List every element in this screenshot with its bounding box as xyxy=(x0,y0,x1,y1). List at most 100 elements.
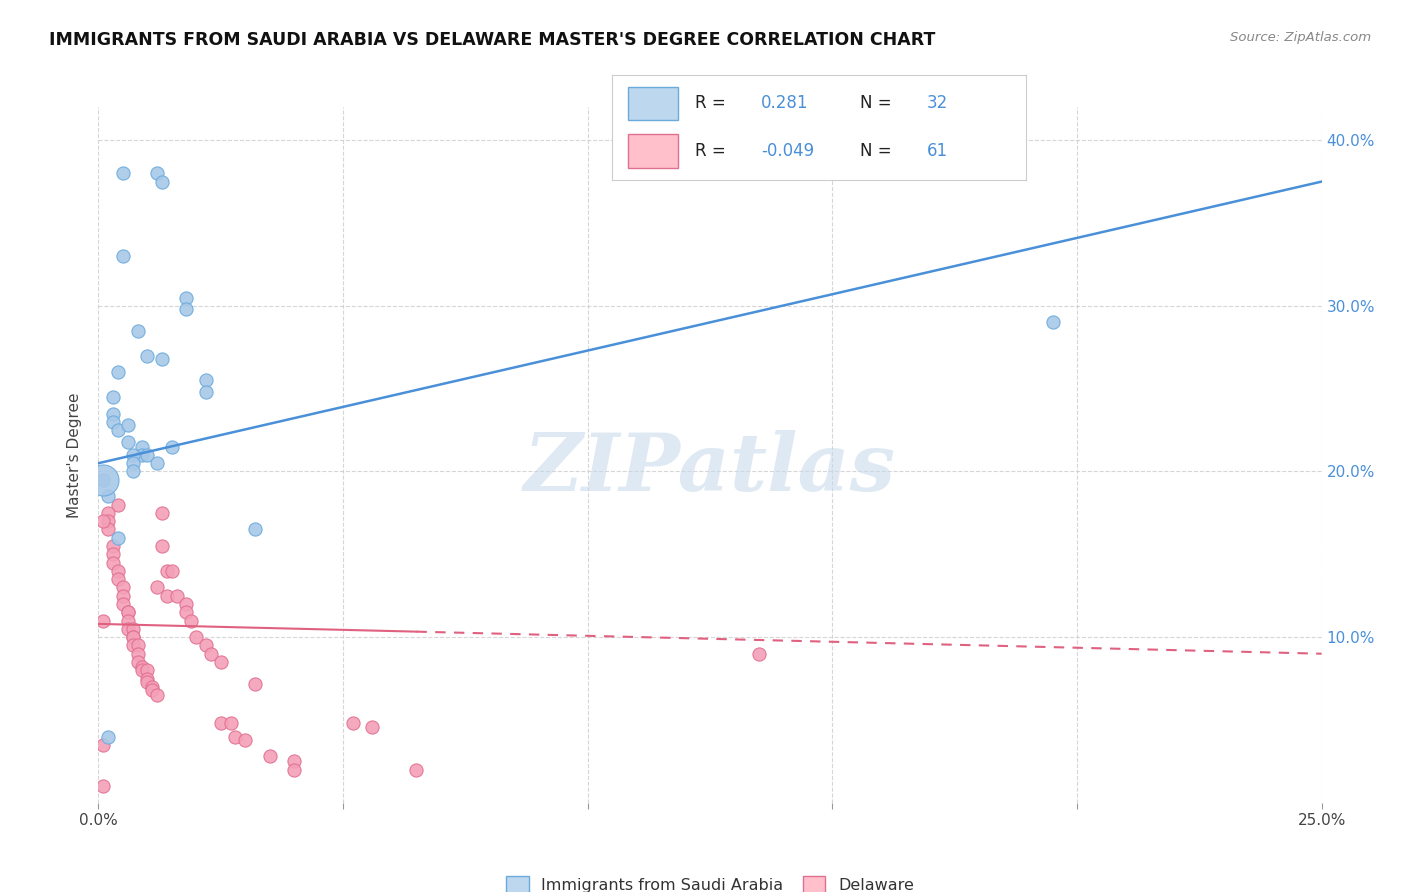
Point xyxy=(111,597,134,611)
Point xyxy=(111,249,134,263)
Point xyxy=(209,716,232,731)
Point xyxy=(131,660,153,674)
Point xyxy=(101,390,124,404)
Point xyxy=(146,166,169,180)
Point xyxy=(748,647,770,661)
Point xyxy=(195,639,218,653)
Text: Source: ZipAtlas.com: Source: ZipAtlas.com xyxy=(1230,31,1371,45)
Bar xyxy=(628,87,678,120)
Point xyxy=(121,622,143,636)
Point xyxy=(136,349,159,363)
Text: R =: R = xyxy=(695,95,731,112)
Point xyxy=(243,676,266,690)
Point xyxy=(101,415,124,429)
Point xyxy=(131,448,153,462)
Point xyxy=(127,324,149,338)
Bar xyxy=(628,134,678,168)
Point xyxy=(186,630,208,644)
Point xyxy=(160,564,183,578)
Point xyxy=(91,473,114,487)
Point xyxy=(111,581,134,595)
Point xyxy=(176,605,198,619)
Point xyxy=(97,506,120,520)
Point xyxy=(97,514,120,528)
Point xyxy=(107,572,129,586)
Point xyxy=(156,589,179,603)
Point xyxy=(121,630,143,644)
Point xyxy=(361,720,384,734)
Point xyxy=(219,716,242,731)
Point xyxy=(150,539,173,553)
Point xyxy=(117,434,139,449)
Point xyxy=(233,732,256,747)
Point xyxy=(136,674,159,689)
Point xyxy=(209,655,232,669)
Point xyxy=(97,489,120,503)
Point xyxy=(146,581,169,595)
Point xyxy=(91,514,114,528)
Point xyxy=(195,373,218,387)
Point xyxy=(111,166,134,180)
Y-axis label: Master's Degree: Master's Degree xyxy=(67,392,83,517)
Point xyxy=(117,622,139,636)
Point xyxy=(101,407,124,421)
Point xyxy=(91,738,114,752)
Point xyxy=(150,351,173,366)
Point xyxy=(121,465,143,479)
Text: 0.281: 0.281 xyxy=(761,95,808,112)
Point xyxy=(121,456,143,470)
Point xyxy=(107,365,129,379)
Point xyxy=(146,456,169,470)
Point xyxy=(97,730,120,744)
Point xyxy=(150,175,173,189)
Text: ZIPatlas: ZIPatlas xyxy=(524,430,896,508)
Point xyxy=(101,539,124,553)
Point xyxy=(107,564,129,578)
Point xyxy=(176,291,198,305)
Point xyxy=(259,749,281,764)
Point xyxy=(117,614,139,628)
Point xyxy=(283,755,305,769)
Point xyxy=(166,589,188,603)
Point xyxy=(156,564,179,578)
Point xyxy=(117,605,139,619)
Point xyxy=(146,688,169,702)
Text: -0.049: -0.049 xyxy=(761,142,814,160)
Point xyxy=(107,423,129,437)
Point xyxy=(150,506,173,520)
Text: 61: 61 xyxy=(927,142,948,160)
Point xyxy=(195,384,218,399)
Text: N =: N = xyxy=(860,95,897,112)
Point xyxy=(97,523,120,537)
Point xyxy=(101,547,124,561)
Legend: Immigrants from Saudi Arabia, Delaware: Immigrants from Saudi Arabia, Delaware xyxy=(501,870,920,892)
Point xyxy=(117,418,139,433)
Point xyxy=(121,630,143,644)
Point xyxy=(136,448,159,462)
Point xyxy=(180,614,202,628)
Point xyxy=(121,448,143,462)
Point xyxy=(111,589,134,603)
Point xyxy=(101,556,124,570)
Point xyxy=(107,498,129,512)
Point xyxy=(200,647,222,661)
Point xyxy=(91,614,114,628)
Point xyxy=(176,302,198,317)
Point xyxy=(160,440,183,454)
Point xyxy=(1042,315,1064,329)
Point xyxy=(127,647,149,661)
Text: IMMIGRANTS FROM SAUDI ARABIA VS DELAWARE MASTER'S DEGREE CORRELATION CHART: IMMIGRANTS FROM SAUDI ARABIA VS DELAWARE… xyxy=(49,31,935,49)
Point xyxy=(91,473,114,487)
Point xyxy=(131,663,153,677)
Point xyxy=(127,655,149,669)
Point xyxy=(91,779,114,793)
Point xyxy=(136,663,159,677)
Point xyxy=(342,716,364,731)
Point xyxy=(107,531,129,545)
Point xyxy=(127,639,149,653)
Point xyxy=(283,763,305,777)
Point xyxy=(141,683,163,698)
Point xyxy=(117,605,139,619)
Point xyxy=(176,597,198,611)
Text: N =: N = xyxy=(860,142,897,160)
